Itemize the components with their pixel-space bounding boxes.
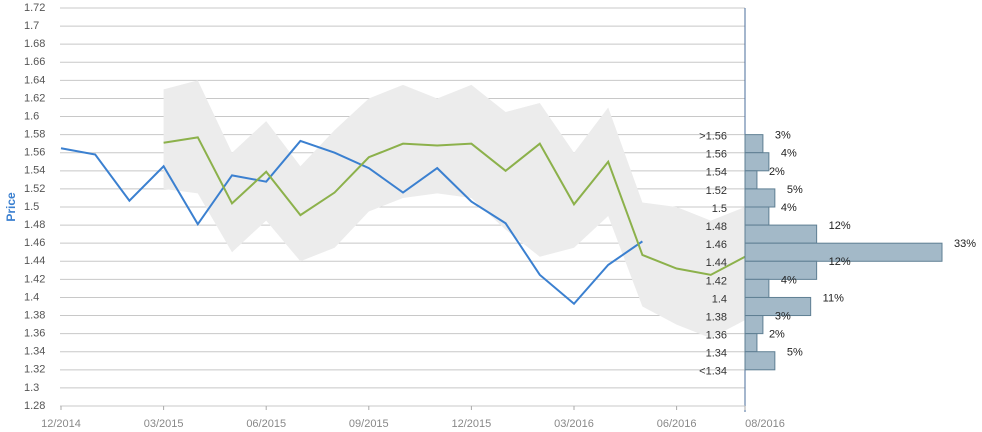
y-tick-label: 1.42: [24, 273, 45, 285]
value-label: 5%: [787, 347, 803, 359]
histogram-bar: [744, 170, 758, 190]
histogram-bar: [744, 278, 770, 298]
value-label: 3%: [775, 310, 791, 322]
value-label: 4%: [781, 148, 797, 160]
y-tick-label: 1.46: [24, 237, 45, 249]
x-tick-label: 12/2014: [41, 418, 81, 430]
bin-label: 1.48: [706, 221, 727, 233]
value-label: 33%: [954, 238, 976, 250]
value-label: 4%: [781, 202, 797, 214]
bin-label: 1.4: [712, 293, 727, 305]
x-tick-label: 03/2016: [554, 418, 594, 430]
y-tick-label: 1.62: [24, 92, 45, 104]
histogram-bar: [744, 351, 776, 371]
bin-label: 1.34: [706, 348, 727, 360]
histogram-bar: [744, 134, 764, 154]
value-label: 2%: [769, 329, 785, 341]
series-line: [60, 139, 643, 306]
y-tick-label: 1.34: [24, 346, 45, 358]
y-tick-label: 1.28: [24, 400, 45, 412]
histogram-bar: [744, 206, 770, 226]
bin-label: 1.54: [706, 167, 727, 179]
x-tick-label: 03/2015: [144, 418, 184, 430]
histogram-bar: [744, 224, 818, 244]
value-label: 4%: [781, 274, 797, 286]
y-tick-label: 1.54: [24, 165, 45, 177]
y-tick-label: 1.6: [24, 110, 39, 122]
bin-label: 1.46: [706, 239, 727, 251]
y-tick-label: 1.66: [24, 56, 45, 68]
value-label: 11%: [823, 292, 844, 304]
x-tick-label: 06/2015: [246, 418, 286, 430]
x-tick-label: 08/2016: [745, 418, 785, 430]
x-tick-label: 09/2015: [349, 418, 389, 430]
y-tick-label: 1.36: [24, 328, 45, 340]
bin-label: 1.56: [706, 149, 727, 161]
y-tick-label: 1.68: [24, 38, 45, 50]
series-line: [163, 136, 746, 276]
y-tick-label: 1.38: [24, 309, 45, 321]
y-tick-label: 1.56: [24, 147, 45, 159]
y-tick-label: 1.32: [24, 364, 45, 376]
histogram-bar: [744, 260, 818, 280]
y-axis-label: Price: [4, 192, 18, 222]
histogram-bar: [744, 333, 758, 353]
value-label: 2%: [769, 166, 785, 178]
bin-label: 1.44: [706, 257, 727, 269]
histogram-bar: [744, 296, 812, 317]
histogram-bar: [744, 242, 943, 262]
y-tick-label: 1.52: [24, 183, 45, 195]
y-tick-label: 1.7: [24, 20, 39, 32]
bin-label: 1.52: [706, 185, 727, 197]
histogram-bar: [744, 315, 764, 335]
y-tick-label: 1.58: [24, 129, 45, 141]
x-tick-label: 06/2016: [657, 418, 697, 430]
y-tick-label: 1.48: [24, 219, 45, 231]
histogram-bar: [744, 188, 776, 208]
y-tick-label: 1.5: [24, 201, 39, 213]
bin-label: <1.34: [699, 366, 727, 378]
bin-label: 1.5: [712, 203, 727, 215]
value-label: 3%: [775, 130, 791, 142]
y-tick-label: 1.3: [24, 382, 39, 394]
histogram-bar: [744, 152, 770, 172]
bin-label: >1.56: [699, 131, 727, 143]
y-tick-label: 1.4: [24, 291, 39, 303]
bin-label: 1.42: [706, 275, 727, 287]
value-label: 5%: [787, 184, 803, 196]
y-tick-label: 1.72: [24, 2, 45, 14]
bin-label: 1.38: [706, 311, 727, 323]
bin-label: 1.36: [706, 330, 727, 342]
value-label: 12%: [829, 220, 851, 232]
value-label: 12%: [829, 256, 851, 268]
x-tick-label: 12/2015: [452, 418, 492, 430]
range-band: [163, 80, 746, 339]
y-tick-label: 1.44: [24, 255, 45, 267]
y-tick-label: 1.64: [24, 74, 45, 86]
